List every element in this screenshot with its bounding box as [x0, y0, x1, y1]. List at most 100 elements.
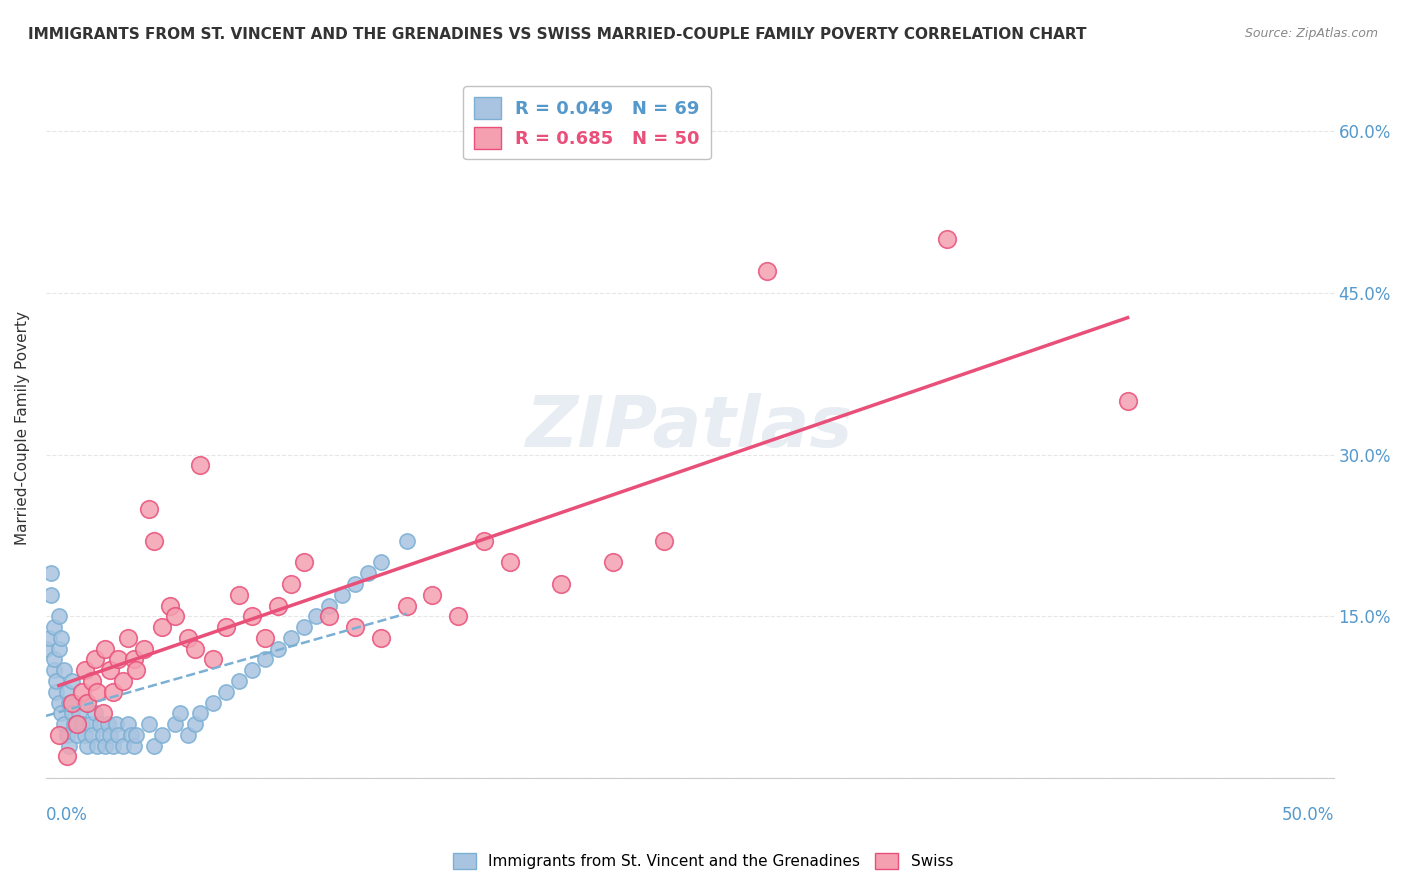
- Point: [228, 673, 250, 688]
- Point: [125, 663, 148, 677]
- Point: [240, 663, 263, 677]
- Point: [159, 599, 181, 613]
- Point: [184, 641, 207, 656]
- Point: [228, 588, 250, 602]
- Point: [370, 631, 392, 645]
- Point: [117, 717, 139, 731]
- Point: [98, 663, 121, 677]
- Point: [73, 663, 96, 677]
- Point: [292, 620, 315, 634]
- Point: [652, 533, 675, 548]
- Point: [91, 706, 114, 721]
- Point: [357, 566, 380, 581]
- Point: [253, 652, 276, 666]
- Point: [215, 620, 238, 634]
- Point: [163, 717, 186, 731]
- Point: [305, 609, 328, 624]
- Point: [70, 685, 93, 699]
- Point: [143, 533, 166, 548]
- Point: [48, 641, 70, 656]
- Point: [176, 631, 198, 645]
- Legend: Immigrants from St. Vincent and the Grenadines, Swiss: Immigrants from St. Vincent and the Gren…: [447, 847, 959, 875]
- Point: [42, 652, 65, 666]
- Point: [395, 599, 418, 613]
- Point: [292, 556, 315, 570]
- Point: [176, 728, 198, 742]
- Point: [51, 706, 73, 721]
- Point: [42, 620, 65, 634]
- Point: [370, 556, 392, 570]
- Point: [132, 641, 155, 656]
- Point: [45, 685, 67, 699]
- Point: [318, 599, 340, 613]
- Point: [143, 739, 166, 753]
- Point: [86, 739, 108, 753]
- Point: [107, 728, 129, 742]
- Text: 50.0%: 50.0%: [1281, 806, 1334, 824]
- Point: [150, 728, 173, 742]
- Point: [76, 696, 98, 710]
- Point: [120, 728, 142, 742]
- Point: [280, 631, 302, 645]
- Point: [125, 728, 148, 742]
- Point: [63, 717, 86, 731]
- Point: [163, 609, 186, 624]
- Point: [395, 533, 418, 548]
- Point: [55, 685, 77, 699]
- Point: [602, 556, 624, 570]
- Point: [38, 631, 60, 645]
- Point: [45, 673, 67, 688]
- Point: [101, 739, 124, 753]
- Point: [550, 577, 572, 591]
- Point: [91, 728, 114, 742]
- Point: [1116, 393, 1139, 408]
- Point: [66, 717, 89, 731]
- Point: [39, 566, 62, 581]
- Text: ZIPatlas: ZIPatlas: [526, 393, 853, 462]
- Point: [112, 739, 135, 753]
- Point: [253, 631, 276, 645]
- Point: [60, 673, 83, 688]
- Point: [97, 717, 120, 731]
- Point: [51, 631, 73, 645]
- Point: [98, 728, 121, 742]
- Point: [83, 652, 105, 666]
- Y-axis label: Married-Couple Family Poverty: Married-Couple Family Poverty: [15, 310, 30, 545]
- Point: [69, 706, 91, 721]
- Point: [267, 641, 290, 656]
- Point: [343, 620, 366, 634]
- Point: [70, 717, 93, 731]
- Point: [73, 728, 96, 742]
- Point: [55, 728, 77, 742]
- Point: [58, 696, 80, 710]
- Point: [150, 620, 173, 634]
- Text: Source: ZipAtlas.com: Source: ZipAtlas.com: [1244, 27, 1378, 40]
- Point: [330, 588, 353, 602]
- Point: [89, 717, 111, 731]
- Point: [86, 685, 108, 699]
- Point: [55, 749, 77, 764]
- Point: [42, 663, 65, 677]
- Point: [472, 533, 495, 548]
- Point: [122, 652, 145, 666]
- Point: [202, 696, 225, 710]
- Point: [66, 728, 89, 742]
- Point: [184, 717, 207, 731]
- Point: [94, 641, 117, 656]
- Point: [60, 706, 83, 721]
- Point: [58, 739, 80, 753]
- Point: [83, 706, 105, 721]
- Text: 0.0%: 0.0%: [46, 806, 87, 824]
- Point: [39, 588, 62, 602]
- Point: [82, 673, 104, 688]
- Point: [60, 696, 83, 710]
- Point: [122, 739, 145, 753]
- Point: [280, 577, 302, 591]
- Point: [104, 717, 127, 731]
- Point: [48, 696, 70, 710]
- Point: [73, 696, 96, 710]
- Point: [936, 232, 959, 246]
- Point: [79, 717, 101, 731]
- Point: [169, 706, 191, 721]
- Point: [53, 663, 76, 677]
